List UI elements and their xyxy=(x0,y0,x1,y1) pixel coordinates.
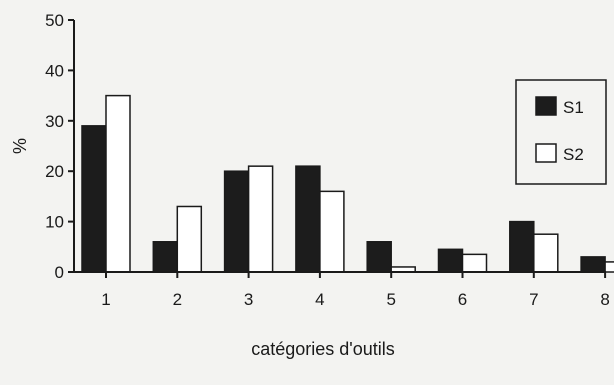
bar-s1-cat-8 xyxy=(580,256,606,273)
y-tick-label: 50 xyxy=(45,11,64,30)
x-tick-label: 6 xyxy=(458,290,467,309)
x-tick-label: 8 xyxy=(600,290,609,309)
bar-s2-cat-7 xyxy=(533,233,559,273)
y-axis-ticks: 0 10 20 30 40 50 xyxy=(45,11,74,282)
bar-s1-cat-6 xyxy=(437,248,464,273)
bar-s1-cat-4 xyxy=(295,165,321,273)
y-tick-label: 10 xyxy=(45,213,64,232)
legend-label-s1: S1 xyxy=(563,98,584,117)
x-tick-label: 5 xyxy=(386,290,395,309)
bar-s1-cat-7 xyxy=(509,220,535,273)
x-tick-label: 2 xyxy=(173,290,182,309)
bar-s1-cat-2 xyxy=(152,241,179,273)
bar-s2-cat-4 xyxy=(319,190,345,273)
y-tick-label: 30 xyxy=(45,112,64,131)
x-tick-label: 1 xyxy=(101,290,110,309)
bar-s2-cat-8 xyxy=(604,261,614,273)
bars-group xyxy=(81,94,614,273)
bar-s2-cat-3 xyxy=(247,165,274,273)
legend-swatch-s2 xyxy=(535,143,557,163)
bar-s2-cat-6 xyxy=(461,253,488,273)
x-tick-label: 7 xyxy=(529,290,538,309)
legend-label-s2: S2 xyxy=(563,145,584,164)
bar-s2-cat-2 xyxy=(176,205,203,273)
x-tick-label: 3 xyxy=(244,290,253,309)
y-tick-label: 20 xyxy=(45,162,64,181)
x-tick-label: 4 xyxy=(315,290,324,309)
bar-s1-cat-1 xyxy=(81,125,107,273)
bar-s2-cat-1 xyxy=(105,94,131,273)
x-axis-label: catégories d'outils xyxy=(251,339,395,359)
legend: S1 S2 xyxy=(515,79,607,185)
bar-s1-cat-3 xyxy=(223,170,250,273)
y-tick-label: 40 xyxy=(45,61,64,80)
y-axis-label: % xyxy=(10,138,30,154)
legend-swatch-s1 xyxy=(535,96,557,116)
x-axis-ticks: 123456789 xyxy=(101,272,610,309)
bar-s1-cat-5 xyxy=(366,241,392,273)
y-tick-label: 0 xyxy=(55,263,64,282)
legend-box xyxy=(515,79,607,185)
